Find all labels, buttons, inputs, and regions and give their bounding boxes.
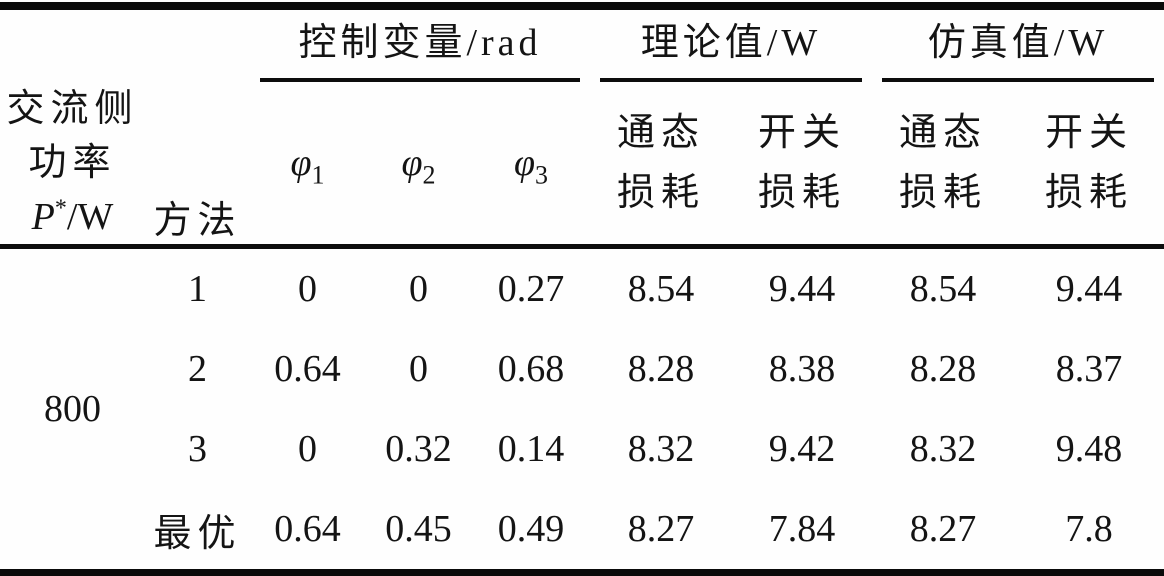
theo-conduction-line2: 损耗 xyxy=(616,172,705,214)
phi3-symbol: φ xyxy=(513,142,536,184)
sim-switching-line1: 开关 xyxy=(1044,112,1133,154)
cell-r4-phi3: 0.49 xyxy=(497,508,565,550)
cell-r1-phi1: 0 xyxy=(250,244,365,329)
ac-power-line2: 功率 xyxy=(28,142,117,184)
col-header-phi3: φ3 xyxy=(472,82,590,247)
p-unit: /W xyxy=(66,196,114,238)
p-symbol: P xyxy=(31,196,55,238)
control-variables-rule xyxy=(260,78,580,82)
simulation-label: 仿真值/W xyxy=(927,22,1109,64)
cell-r4-sim-conduction: 8.27 xyxy=(909,508,977,550)
group-header-row: 交流侧 功率 P*/W 方法 控制变量/rad 理论值/W 仿真值/W xyxy=(0,6,1164,242)
cell-r1-sim-switching: 9.44 xyxy=(1014,244,1164,329)
group-header-simulation: 仿真值/W xyxy=(872,6,1164,82)
cell-r4-theo-conduction: 8.27 xyxy=(627,508,695,550)
cell-r3-sim-conduction: 8.32 xyxy=(909,428,977,470)
col-header-theo-conduction: 通态 损耗 xyxy=(590,82,732,247)
cell-power-800: 800 xyxy=(0,244,145,573)
cell-r2-sim-conduction: 8.28 xyxy=(909,348,977,390)
cell-r2-theo-conduction: 8.28 xyxy=(627,348,695,390)
phi2-symbol: φ xyxy=(401,142,423,184)
theo-conduction-line1: 通态 xyxy=(616,112,705,154)
sim-switching-line2: 损耗 xyxy=(1044,172,1133,214)
cell-r2-sim-switching: 8.37 xyxy=(1055,348,1123,390)
cell-r3-method: 3 xyxy=(188,428,207,470)
phi2-subscript: 2 xyxy=(422,160,436,190)
cell-r4-sim-switching: 7.8 xyxy=(1065,508,1113,550)
group-header-control-variables: 控制变量/rad xyxy=(250,6,590,82)
theoretical-rule xyxy=(600,78,862,82)
col-header-sim-switching: 开关 损耗 xyxy=(1014,82,1164,247)
group-header-theoretical: 理论值/W xyxy=(590,6,872,82)
phi3-subscript: 3 xyxy=(535,160,549,190)
data-row-method-1: 800 1 0 0 0.27 8.54 9.44 8.54 9.44 xyxy=(0,244,1164,573)
phi1-subscript: 1 xyxy=(311,160,325,190)
control-variables-label: 控制变量/rad xyxy=(298,22,542,64)
ac-power-label: 交流侧 功率 P*/W xyxy=(0,82,145,244)
theo-switching-line1: 开关 xyxy=(757,112,846,154)
phi1-symbol: φ xyxy=(290,142,312,184)
data-row-method-3: 3 0 0.32 0.14 8.32 9.42 8.32 9.48 xyxy=(0,409,1164,489)
cell-r4-method: 最优 xyxy=(153,512,242,555)
col-header-phi2: φ2 xyxy=(365,82,472,247)
cell-r1-method: 1 xyxy=(145,244,250,329)
col-header-theo-switching: 开关 损耗 xyxy=(732,82,872,247)
p-superscript: * xyxy=(54,195,67,222)
table-header: 交流侧 功率 P*/W 方法 控制变量/rad 理论值/W 仿真值/W xyxy=(0,6,1164,247)
sub-header-row: φ1 φ2 φ3 通态 损耗 开关 损耗 通态 损耗 开关 损耗 xyxy=(0,82,1164,247)
cell-r3-phi3: 0.14 xyxy=(497,428,565,470)
data-row-method-2: 2 0.64 0 0.68 8.28 8.38 8.28 8.37 xyxy=(0,329,1164,409)
cell-r3-theo-conduction: 8.32 xyxy=(627,428,695,470)
cell-r2-theo-switching: 8.38 xyxy=(768,348,836,390)
sim-conduction-line2: 损耗 xyxy=(898,172,987,214)
theoretical-label: 理论值/W xyxy=(640,22,822,64)
col-header-phi1: φ1 xyxy=(250,82,365,247)
cell-r3-phi1: 0 xyxy=(298,428,317,470)
cell-r4-phi1: 0.64 xyxy=(274,508,341,550)
cell-r2-phi2: 0 xyxy=(409,348,428,390)
simulation-rule xyxy=(882,78,1154,82)
cell-r4-phi2: 0.45 xyxy=(385,508,452,550)
col-header-ac-power: 交流侧 功率 P*/W xyxy=(0,6,145,247)
cell-r3-phi2: 0.32 xyxy=(385,428,452,470)
data-row-optimal: 最优 0.64 0.45 0.49 8.27 7.84 8.27 7.8 xyxy=(0,489,1164,573)
col-header-method: 方法 xyxy=(153,200,242,242)
ac-power-symbol-line: P*/W xyxy=(0,190,145,244)
cell-r1-theo-conduction: 8.54 xyxy=(590,244,732,329)
cell-r3-sim-switching: 9.48 xyxy=(1055,428,1123,470)
cell-r1-phi3: 0.27 xyxy=(472,244,590,329)
table-body: 800 1 0 0 0.27 8.54 9.44 8.54 9.44 2 0.6… xyxy=(0,244,1164,573)
cell-r2-phi3: 0.68 xyxy=(497,348,565,390)
ac-power-line1: 交流侧 xyxy=(6,88,139,130)
cell-r1-phi2: 0 xyxy=(365,244,472,329)
cell-r3-theo-switching: 9.42 xyxy=(768,428,836,470)
theo-switching-line2: 损耗 xyxy=(757,172,846,214)
cell-r2-phi1: 0.64 xyxy=(274,348,341,390)
col-header-sim-conduction: 通态 损耗 xyxy=(872,82,1014,247)
cell-r4-theo-switching: 7.84 xyxy=(768,508,836,550)
cell-r1-theo-switching: 9.44 xyxy=(732,244,872,329)
cell-r2-method: 2 xyxy=(188,348,207,390)
cell-r1-sim-conduction: 8.54 xyxy=(872,244,1014,329)
sim-conduction-line1: 通态 xyxy=(898,112,987,154)
